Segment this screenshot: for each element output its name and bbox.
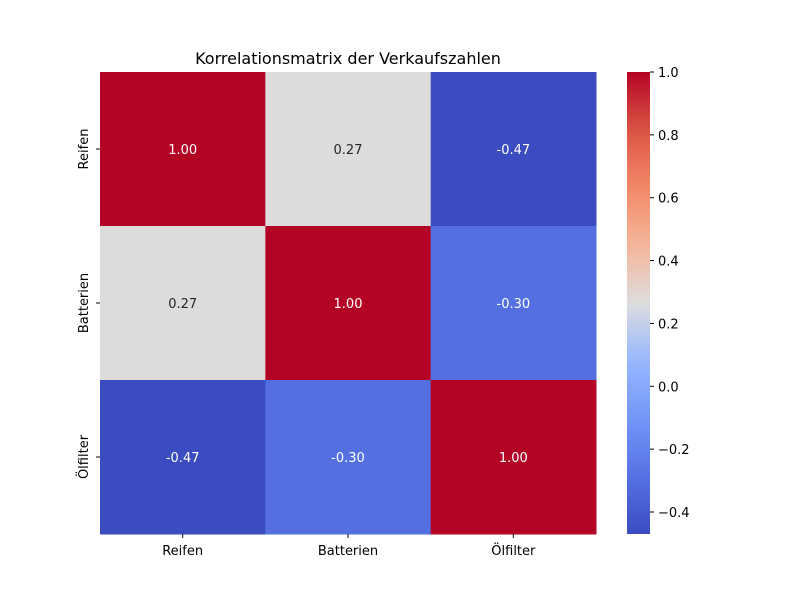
heatmap-cells: [100, 72, 597, 535]
heatmap-cell: [430, 226, 597, 381]
colorbar-tick-label: −0.2: [658, 443, 690, 458]
cell-value-label: -0.47: [497, 143, 531, 158]
colorbar-tick-label: 0.6: [658, 192, 679, 207]
cell-value-label: 0.27: [168, 297, 197, 312]
heatmap-cell: [100, 226, 266, 381]
x-axis-ticks: Reifen Batterien Ölfilter: [162, 534, 536, 559]
heatmap-cell: [265, 226, 432, 381]
cell-value-label: 1.00: [499, 451, 528, 466]
cell-value-label: 1.00: [334, 297, 363, 312]
heatmap-cell: [430, 72, 597, 227]
colorbar-tick-label: −0.4: [658, 506, 690, 521]
colorbar-tick-label: 0.2: [658, 317, 679, 332]
colorbar: 1.0 0.8 0.6 0.4 0.2 0.0 −0.2 −0.4: [627, 66, 690, 534]
colorbar-tick-label: 0.0: [658, 380, 679, 395]
colorbar-tick-label: 0.8: [658, 129, 679, 144]
colorbar-gradient: [627, 72, 650, 534]
heatmap-value-labels: 1.00 0.27 -0.47 0.27 1.00 -0.30 -0.47 -0.30 1.00: [166, 143, 530, 466]
heatmap-cell: [265, 72, 432, 227]
y-tick-label: Ölfilter: [75, 434, 92, 479]
y-tick-label: Reifen: [77, 129, 92, 170]
x-tick-label: Reifen: [162, 544, 203, 559]
cell-value-label: -0.47: [166, 451, 200, 466]
x-tick-label: Batterien: [318, 544, 378, 559]
heatmap-cell: [100, 380, 266, 535]
cell-value-label: 0.27: [334, 143, 363, 158]
chart-title: Korrelationsmatrix der Verkaufszahlen: [195, 49, 501, 68]
y-axis-ticks: Reifen Batterien Ölfilter: [75, 129, 100, 479]
colorbar-tick-label: 1.0: [658, 66, 679, 81]
colorbar-tick-label: 0.4: [658, 255, 679, 270]
cell-value-label: -0.30: [331, 451, 365, 466]
cell-value-label: 1.00: [168, 143, 197, 158]
heatmap-cell: [100, 72, 266, 227]
heatmap-cell: [265, 380, 432, 535]
x-tick-label: Ölfilter: [491, 542, 536, 559]
heatmap-cell: [430, 380, 597, 535]
cell-value-label: -0.30: [497, 297, 531, 312]
y-tick-label: Batterien: [77, 273, 92, 333]
